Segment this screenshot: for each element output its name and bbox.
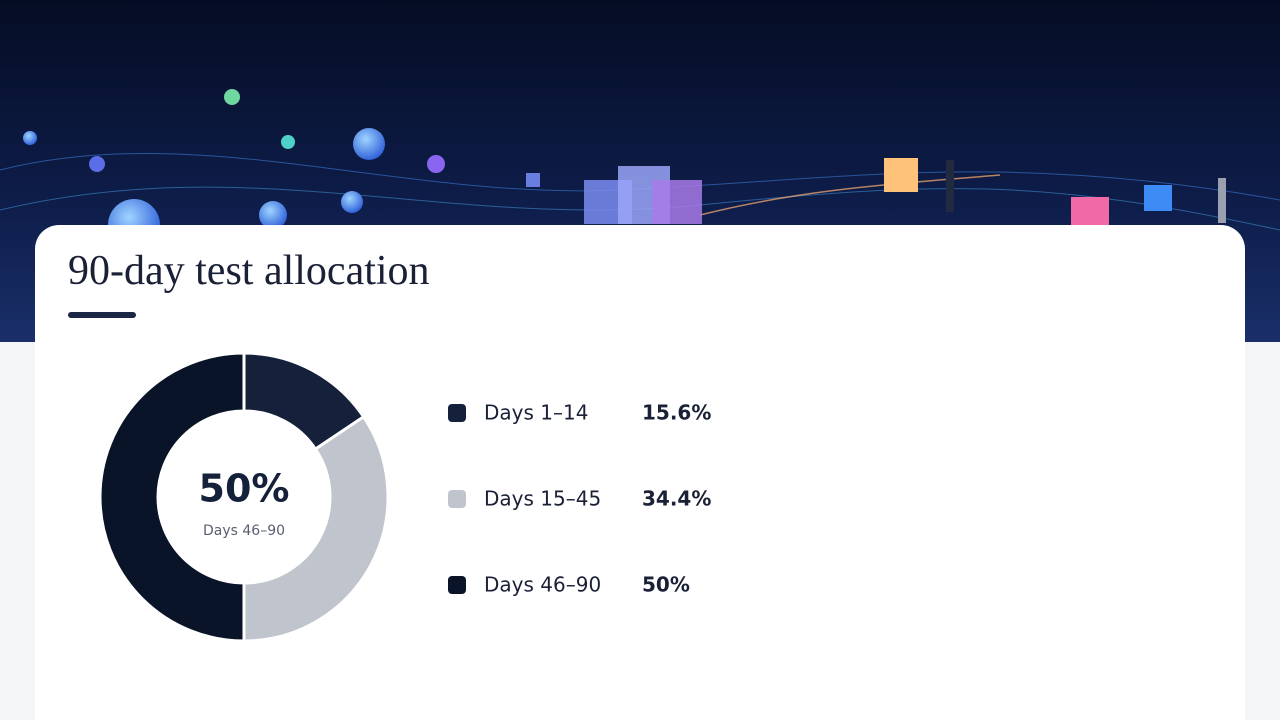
- legend-label: Days 46–90: [484, 573, 601, 597]
- donut-segment: [242, 414, 390, 643]
- title-underline: [68, 312, 136, 318]
- legend-value: 50%: [642, 573, 690, 597]
- legend-swatch: [448, 490, 466, 508]
- center-value: 50%: [199, 467, 290, 511]
- chart-title: 90-day test allocation: [68, 248, 430, 294]
- legend-value: 15.6%: [642, 401, 711, 425]
- legend-swatch: [448, 576, 466, 594]
- donut-segment: [98, 351, 246, 643]
- legend-label: Days 15–45: [484, 487, 601, 511]
- legend-value: 34.4%: [642, 487, 711, 511]
- center-label: Days 46–90: [203, 523, 285, 539]
- chart: 50% Days 46–90 Days 1–14 15.6% Days 15–45 34.…: [98, 351, 711, 643]
- legend-swatch: [448, 404, 466, 422]
- card: 90-day test allocation 50% Days 46–90 Days…: [35, 225, 1245, 720]
- legend-label: Days 1–14: [484, 401, 588, 425]
